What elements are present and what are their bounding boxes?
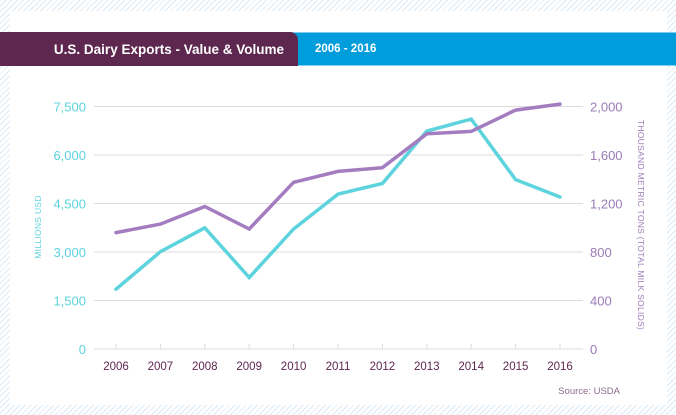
chart-title-text: U.S. Dairy Exports - Value & Volume (53, 41, 284, 57)
y-axis-right-title: THOUSAND METRIC TONS (TOTAL MILK SOLIDS) (636, 120, 646, 330)
x-tick-label: 2007 (148, 361, 174, 373)
x-tick-label: 2009 (236, 361, 262, 373)
x-tick-label: 2015 (503, 361, 529, 373)
volume-data-point (247, 227, 251, 231)
value-data-point (158, 250, 162, 254)
y-tick-label-left: 0 (79, 342, 86, 357)
value-data-point (292, 227, 296, 231)
volume-series-line (114, 102, 562, 235)
value-series-line (114, 117, 562, 291)
x-axis-labels: 2006 2007 2008 2009 2010 2011 2012 2013 2014 2015… (103, 361, 573, 373)
x-tick-label: 2010 (281, 361, 307, 373)
value-data-point (469, 117, 473, 121)
x-tick-label: 2006 (103, 361, 129, 373)
value-data-point (203, 226, 207, 230)
x-tick-label: 2013 (414, 361, 440, 373)
y-tick-label-left: 1,500 (53, 294, 86, 309)
y-axis-left-title: MILLIONS USD (33, 195, 43, 259)
y-tick-label-right: 2,000 (590, 100, 623, 115)
value-data-point (114, 287, 118, 291)
volume-data-point (514, 108, 518, 112)
y-axis-right-labels: 0 400 800 1,200 1,600 2,000 (590, 100, 623, 358)
source-note: Source: USDA (558, 386, 620, 397)
date-range-text: 2006 - 2016 (315, 43, 377, 55)
series-lines (114, 102, 562, 291)
y-tick-label-left: 6,000 (53, 148, 86, 163)
x-tick-label: 2012 (370, 361, 396, 373)
x-tick-label: 2016 (547, 361, 573, 373)
y-tick-label-right: 1,600 (590, 148, 623, 163)
volume-data-point (558, 102, 562, 106)
value-data-point (336, 192, 340, 196)
y-tick-label-right: 1,200 (590, 197, 623, 212)
volume-data-point (292, 180, 296, 184)
volume-data-point (469, 129, 473, 133)
y-tick-label-right: 400 (590, 294, 612, 309)
volume-data-point (114, 231, 118, 235)
value-data-point (558, 195, 562, 199)
value-data-point (247, 276, 251, 280)
volume-data-point (425, 132, 429, 136)
chart-title: U.S. Dairy Exports - Value & Volume (0, 32, 298, 66)
x-axis-ticks (115, 344, 561, 349)
gridlines (94, 106, 583, 350)
volume-data-point (158, 222, 162, 226)
y-tick-label-left: 7,500 (53, 100, 86, 115)
volume-data-point (336, 169, 340, 173)
value-data-point (514, 178, 518, 182)
y-tick-label-right: 800 (590, 245, 612, 260)
y-tick-label-left: 3,000 (53, 245, 86, 260)
x-tick-label: 2014 (458, 361, 484, 373)
chart-card (10, 11, 667, 405)
value-data-point (380, 181, 384, 185)
y-tick-label-left: 4,500 (53, 197, 86, 212)
y-axis-left-labels: 0 1,500 3,000 4,500 6,000 7,500 (53, 100, 86, 358)
x-tick-label: 2008 (192, 361, 218, 373)
volume-data-point (380, 166, 384, 170)
x-tick-label: 2011 (326, 361, 351, 373)
volume-data-point (203, 205, 207, 209)
value-data-point (425, 129, 429, 133)
date-range: 2006 - 2016 (315, 32, 376, 66)
y-tick-label-right: 0 (590, 342, 597, 357)
